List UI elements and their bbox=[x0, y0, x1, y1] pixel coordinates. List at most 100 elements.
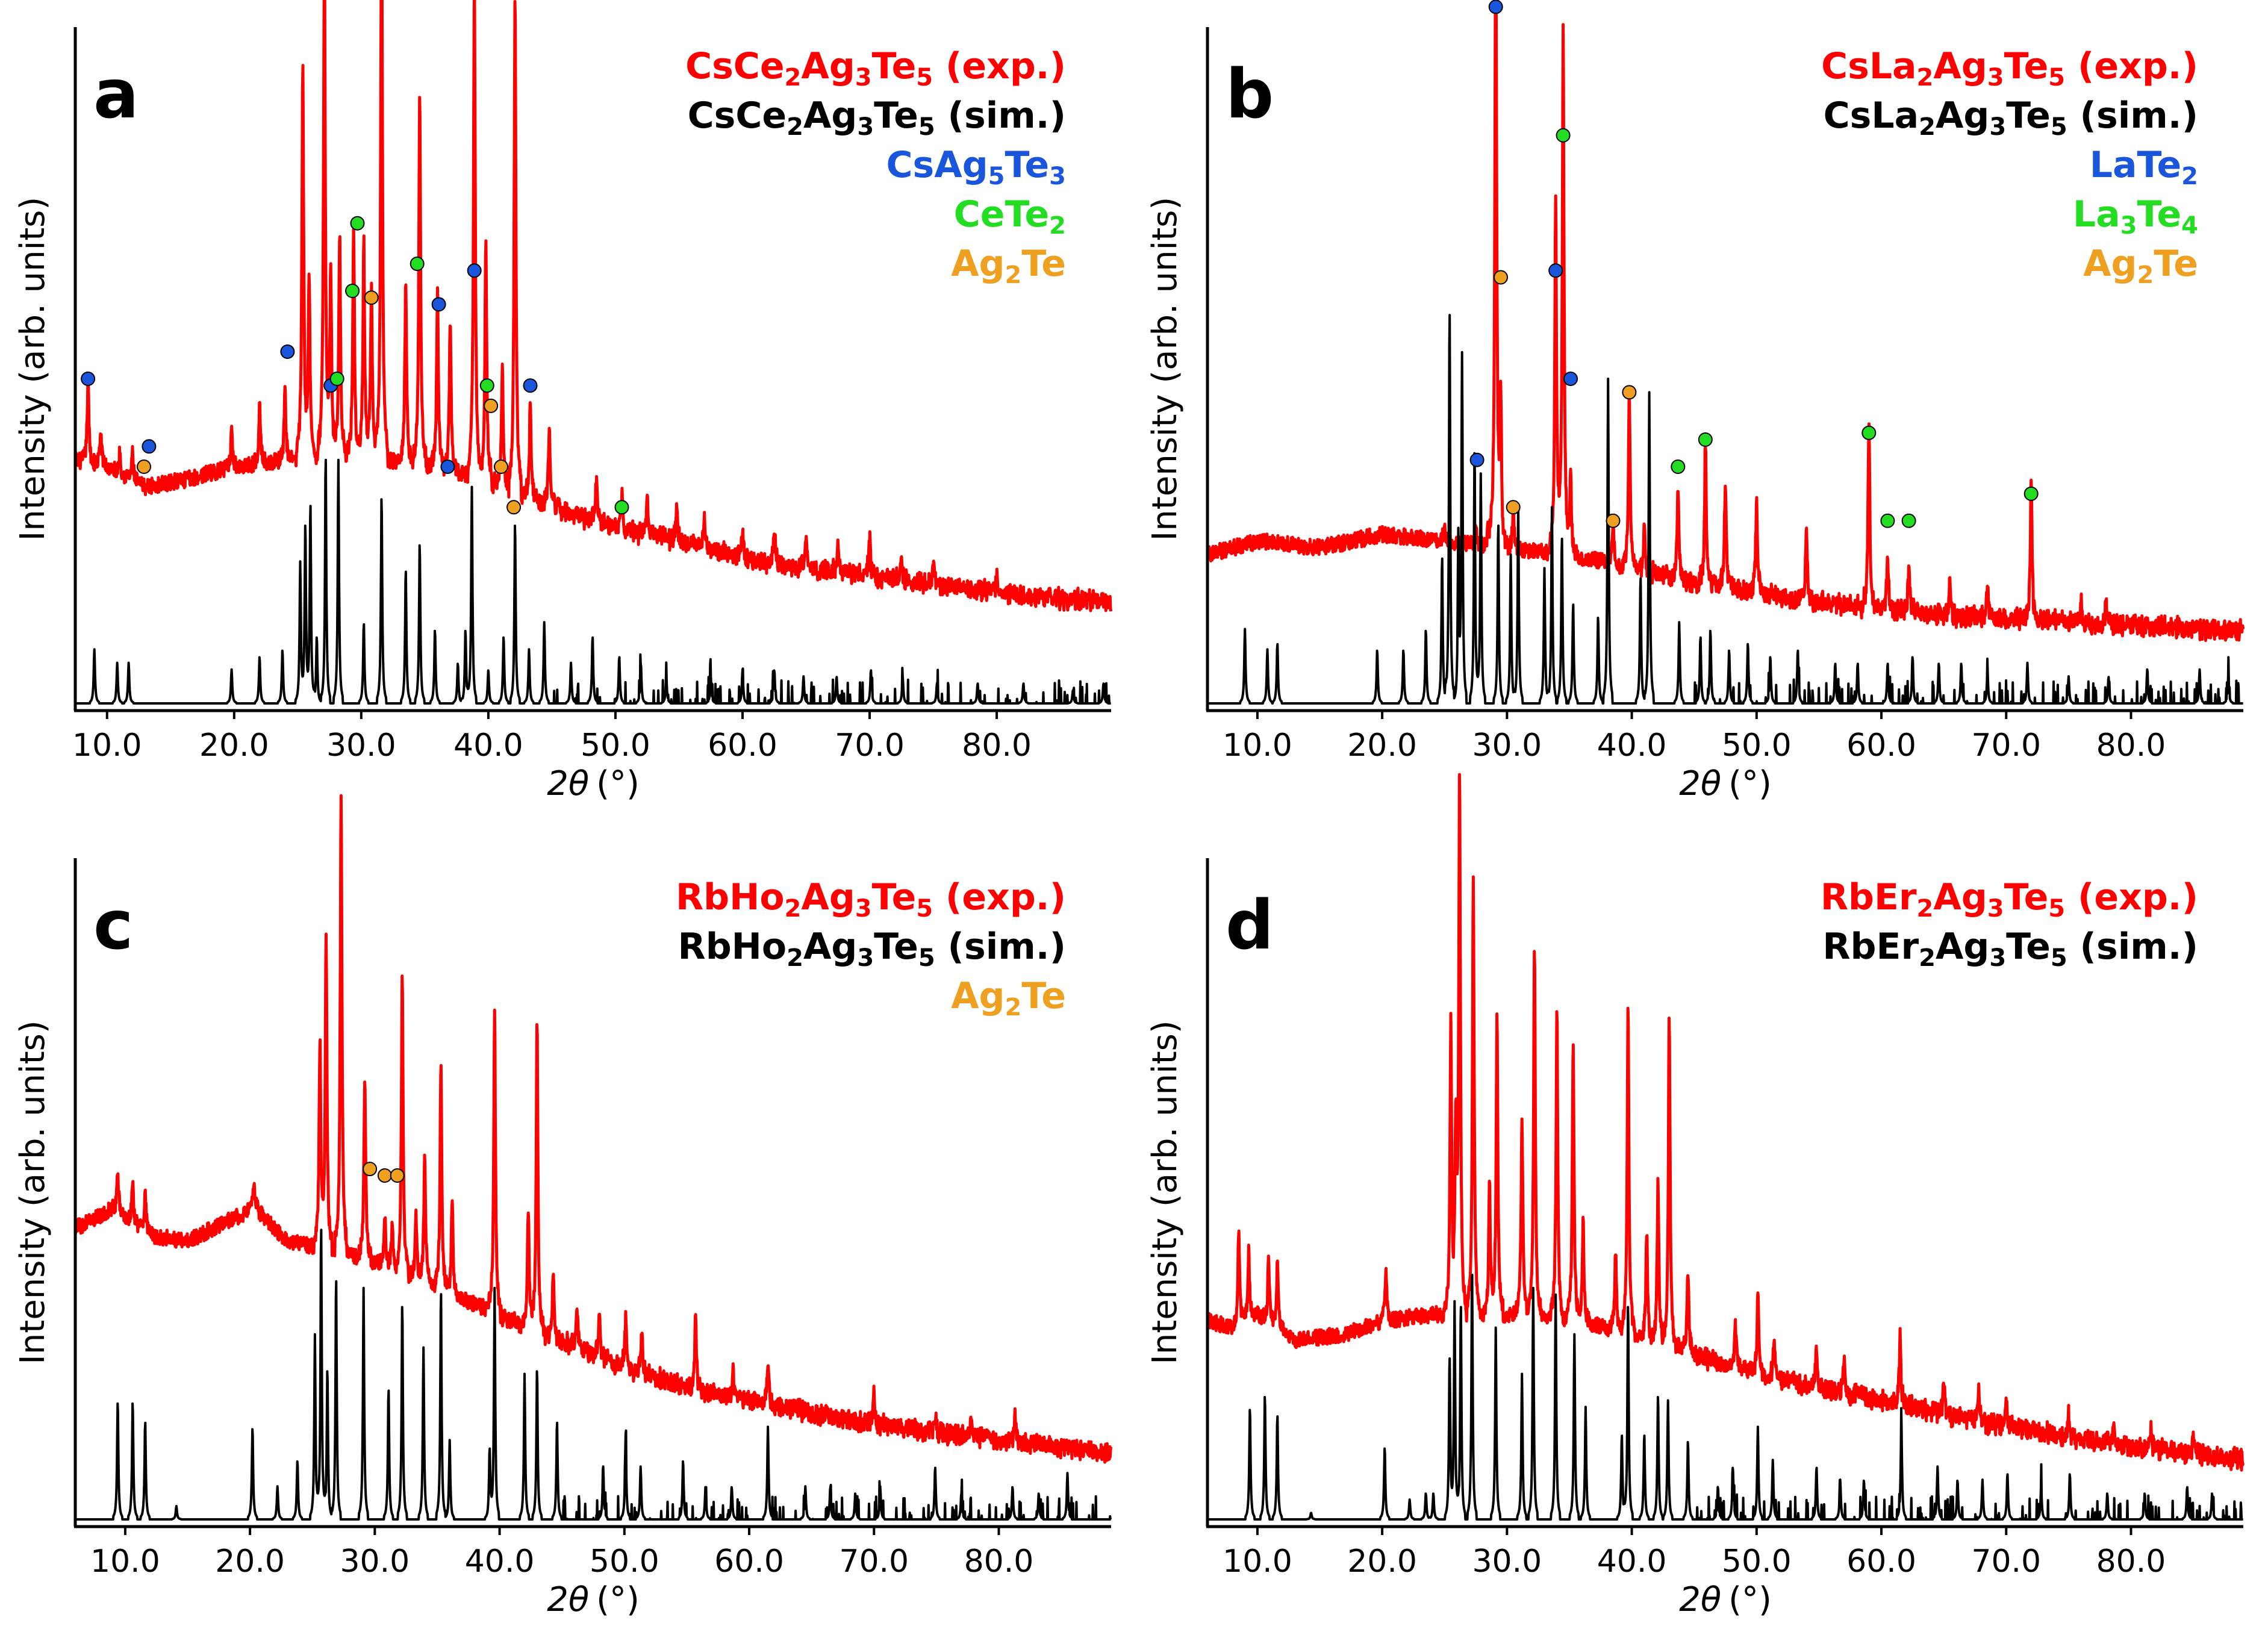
phase-marker-La3Te4 bbox=[1556, 128, 1571, 143]
phase-marker-Ag2Te bbox=[390, 1168, 405, 1183]
x-tick-label: 40.0 bbox=[1597, 1543, 1667, 1580]
series-experimental-curve bbox=[73, 794, 1113, 1464]
panel-a: 10.0 20.0 30.0 40.0 50.0 60.0 70.0 80.0 2θ (°) Int… bbox=[13, 0, 1113, 803]
x-tick-label: 10.0 bbox=[1223, 727, 1292, 764]
series-experimental-curve bbox=[73, 0, 1113, 612]
phase-marker-CeTe2 bbox=[410, 257, 425, 271]
panel-label: a bbox=[93, 55, 139, 134]
phase-marker-La3Te4 bbox=[1861, 425, 1877, 440]
x-tick-label: 80.0 bbox=[2096, 727, 2166, 764]
phase-marker-CsAg5Te3 bbox=[81, 372, 96, 386]
phase-marker-CsAg5Te3 bbox=[440, 459, 455, 474]
phase-marker-CeTe2 bbox=[479, 378, 494, 393]
phase-marker-CeTe2 bbox=[614, 500, 629, 515]
x-axis-title: 2θ (°) bbox=[1679, 764, 1772, 803]
legend-entry-sim: RbEr2Ag3Te5 (sim.) bbox=[1822, 926, 2198, 972]
x-tick-label: 50.0 bbox=[581, 727, 650, 764]
series-simulated-curve bbox=[1206, 1274, 2244, 1521]
phase-marker-Ag2Te bbox=[364, 290, 379, 305]
phase-marker-LaTe2 bbox=[1488, 0, 1503, 14]
legend-entry-Ag2Te: Ag2Te bbox=[951, 243, 1066, 289]
legend-entry-sim: CsLa2Ag3Te5 (sim.) bbox=[1824, 95, 2198, 141]
phase-marker-La3Te4 bbox=[2023, 486, 2039, 501]
legend-entry-LaTe2: LaTe2 bbox=[2090, 144, 2198, 190]
phase-marker-LaTe2 bbox=[1548, 263, 1563, 278]
phase-marker-Ag2Te bbox=[137, 459, 151, 474]
phase-marker-La3Te4 bbox=[1671, 459, 1686, 474]
x-tick-label: 40.0 bbox=[465, 1543, 535, 1580]
phase-marker-CeTe2 bbox=[329, 372, 344, 386]
phase-marker-Ag2Te bbox=[363, 1162, 378, 1177]
x-axis-title: 2θ (°) bbox=[1679, 1580, 1772, 1619]
phase-marker-CsAg5Te3 bbox=[431, 297, 446, 312]
legend-entry-Ag2Te: Ag2Te bbox=[951, 975, 1066, 1021]
phase-marker-CsAg5Te3 bbox=[467, 263, 482, 278]
legend-entry-sim: RbHo2Ag3Te5 (sim.) bbox=[678, 926, 1067, 972]
x-tick-label: 30.0 bbox=[326, 727, 396, 764]
x-axis-symbol: 2θ bbox=[547, 1580, 589, 1619]
legend-entry-exp: CsCe2Ag3Te5 (exp.) bbox=[685, 45, 1066, 92]
phase-marker-CeTe2 bbox=[350, 216, 365, 231]
x-tick-label: 50.0 bbox=[1722, 1543, 1792, 1580]
x-tick-label: 70.0 bbox=[839, 1543, 909, 1580]
x-tick-label: 80.0 bbox=[2096, 1543, 2166, 1580]
phase-marker-Ag2Te bbox=[1606, 513, 1621, 528]
x-axis-symbol: 2θ bbox=[1679, 1580, 1721, 1619]
phase-marker-CsAg5Te3 bbox=[523, 378, 538, 393]
legend-entry-La3Te4: La3Te4 bbox=[2073, 193, 2198, 240]
phase-marker-LaTe2 bbox=[1469, 452, 1484, 467]
legend-entry-exp: RbHo2Ag3Te5 (exp.) bbox=[676, 876, 1066, 923]
legend-entry-sim: CsCe2Ag3Te5 (sim.) bbox=[688, 95, 1066, 141]
x-tick-label: 60.0 bbox=[708, 727, 777, 764]
x-tick-label: 50.0 bbox=[1722, 727, 1792, 764]
legend-entry-exp: RbEr2Ag3Te5 (exp.) bbox=[1821, 876, 2198, 923]
y-axis-title: Intensity (arb. units) bbox=[1145, 197, 1185, 541]
x-tick-label: 30.0 bbox=[1472, 1543, 1542, 1580]
panel-label: d bbox=[1226, 886, 1274, 965]
phase-marker-La3Te4 bbox=[1698, 432, 1713, 447]
panel-label: c bbox=[93, 886, 133, 965]
series-experimental-curve bbox=[1206, 0, 2245, 642]
y-axis-title: Intensity (arb. units) bbox=[1145, 1020, 1185, 1364]
phase-marker-La3Te4 bbox=[1880, 513, 1895, 528]
x-tick-label: 10.0 bbox=[90, 1543, 160, 1580]
x-tick-label: 40.0 bbox=[1597, 727, 1667, 764]
legend-entry-CeTe2: CeTe2 bbox=[954, 193, 1066, 240]
panel-label: b bbox=[1226, 55, 1274, 134]
x-tick-label: 20.0 bbox=[215, 1543, 285, 1580]
x-axis-unit: (°) bbox=[596, 1580, 640, 1619]
phase-marker-Ag2Te bbox=[1506, 500, 1521, 515]
phase-marker-Ag2Te bbox=[494, 459, 508, 474]
series-simulated-curve bbox=[74, 1229, 1112, 1521]
x-tick-label: 50.0 bbox=[590, 1543, 659, 1580]
x-tick-label: 10.0 bbox=[72, 727, 142, 764]
x-axis-title: 2θ (°) bbox=[547, 764, 640, 803]
x-tick-label: 80.0 bbox=[962, 727, 1032, 764]
phase-marker-La3Te4 bbox=[1901, 513, 1916, 528]
panel-c: 10.0 20.0 30.0 40.0 50.0 60.0 70.0 80.0 2θ (°) Int… bbox=[13, 794, 1113, 1619]
x-tick-label: 60.0 bbox=[1846, 727, 1916, 764]
series-experimental-curve bbox=[1206, 773, 2245, 1472]
x-tick-label: 80.0 bbox=[964, 1543, 1034, 1580]
y-axis-title: Intensity (arb. units) bbox=[13, 1020, 52, 1364]
x-tick-label: 20.0 bbox=[199, 727, 269, 764]
phase-marker-Ag2Te bbox=[506, 500, 522, 515]
x-axis-symbol: 2θ bbox=[1679, 764, 1721, 803]
panel-b: 10.0 20.0 30.0 40.0 50.0 60.0 70.0 80.0 2θ (°) Int… bbox=[1145, 0, 2245, 803]
x-axis-unit: (°) bbox=[1728, 1580, 1772, 1619]
phase-marker-CsAg5Te3 bbox=[142, 439, 157, 454]
series-simulated-curve bbox=[74, 458, 1112, 705]
x-tick-label: 30.0 bbox=[1472, 727, 1542, 764]
y-axis-title: Intensity (arb. units) bbox=[13, 197, 52, 541]
legend-entry-exp: CsLa2Ag3Te5 (exp.) bbox=[1821, 45, 2198, 92]
phase-marker-Ag2Te bbox=[484, 398, 499, 413]
x-tick-label: 60.0 bbox=[714, 1543, 784, 1580]
x-tick-label: 30.0 bbox=[340, 1543, 410, 1580]
x-tick-label: 20.0 bbox=[1347, 1543, 1417, 1580]
phase-marker-CsAg5Te3 bbox=[280, 344, 295, 359]
legend-entry-Ag2Te: Ag2Te bbox=[2083, 243, 2198, 289]
x-axis-unit: (°) bbox=[596, 764, 640, 803]
phase-marker-Ag2Te bbox=[1494, 270, 1508, 285]
series-simulated-curve bbox=[1206, 314, 2244, 705]
